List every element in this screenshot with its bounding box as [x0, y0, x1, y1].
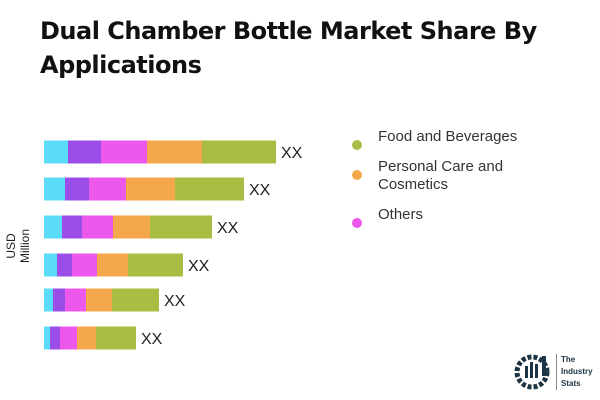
bar-segment: [97, 253, 128, 277]
bar-segment: [68, 140, 101, 164]
logo-line: The: [561, 355, 576, 364]
bar-segment: [44, 288, 53, 312]
bar-segment: [44, 140, 68, 164]
bar-row: [44, 177, 244, 201]
gear-logo-icon: [514, 354, 550, 390]
logo-text: The Industry Stats: [556, 354, 593, 390]
bar-segment: [44, 253, 57, 277]
legend-label: Personal Care and Cosmetics: [378, 158, 504, 193]
bar-row: [44, 253, 183, 277]
bar-row: [44, 215, 212, 239]
logo-line: Industry: [561, 367, 593, 376]
bar-segment: [65, 177, 89, 201]
bar-segment: [53, 288, 65, 312]
data-label: XX: [164, 293, 186, 310]
bar-segment: [150, 215, 212, 239]
bar-segment: [128, 253, 183, 277]
legend-swatch: [352, 218, 362, 228]
bar-segment: [89, 177, 126, 201]
bar-segment: [112, 288, 159, 312]
bar-segment: [175, 177, 244, 201]
bar-segment: [86, 288, 112, 312]
bar-segment: [44, 177, 65, 201]
legend-swatch: [352, 140, 362, 150]
bar-segment: [44, 215, 62, 239]
bar-segment: [82, 215, 113, 239]
bar-segment: [113, 215, 150, 239]
legend-item-others[interactable]: Others: [352, 206, 552, 228]
bar-segment: [101, 140, 147, 164]
bar-segment: [60, 326, 77, 350]
bar-segment: [44, 326, 50, 350]
bar-segment: [62, 215, 82, 239]
bar-segment: [96, 326, 136, 350]
legend-label: Food and Beverages: [378, 128, 518, 145]
bar-segment: [50, 326, 60, 350]
bar-row: [44, 326, 136, 350]
bar-segment: [72, 253, 97, 277]
bar-chart: XX XX XX XX XX XX: [44, 140, 303, 350]
bar-segment: [65, 288, 86, 312]
chart-title: Dual Chamber Bottle Market Share By Appl…: [40, 17, 537, 79]
bar-segment: [126, 177, 175, 201]
data-label: XX: [188, 258, 210, 275]
bar-row: [44, 140, 276, 164]
data-label: XX: [141, 331, 163, 348]
legend-swatch: [352, 170, 362, 180]
bar-segment: [202, 140, 276, 164]
bar-segment: [77, 326, 96, 350]
legend-item-personal-care[interactable]: Personal Care and Cosmetics: [352, 158, 552, 194]
data-label: XX: [249, 182, 271, 199]
bar-segment: [57, 253, 72, 277]
data-label: XX: [281, 145, 303, 162]
logo-line: Stats: [561, 379, 581, 388]
bar-segment: [147, 140, 202, 164]
data-label: XX: [217, 220, 239, 237]
legend: Food and Beverages Personal Care and Cos…: [352, 128, 552, 236]
legend-label: Others: [378, 206, 424, 223]
bar-row: [44, 288, 159, 312]
legend-item-food-and-beverages[interactable]: Food and Beverages: [352, 128, 552, 150]
